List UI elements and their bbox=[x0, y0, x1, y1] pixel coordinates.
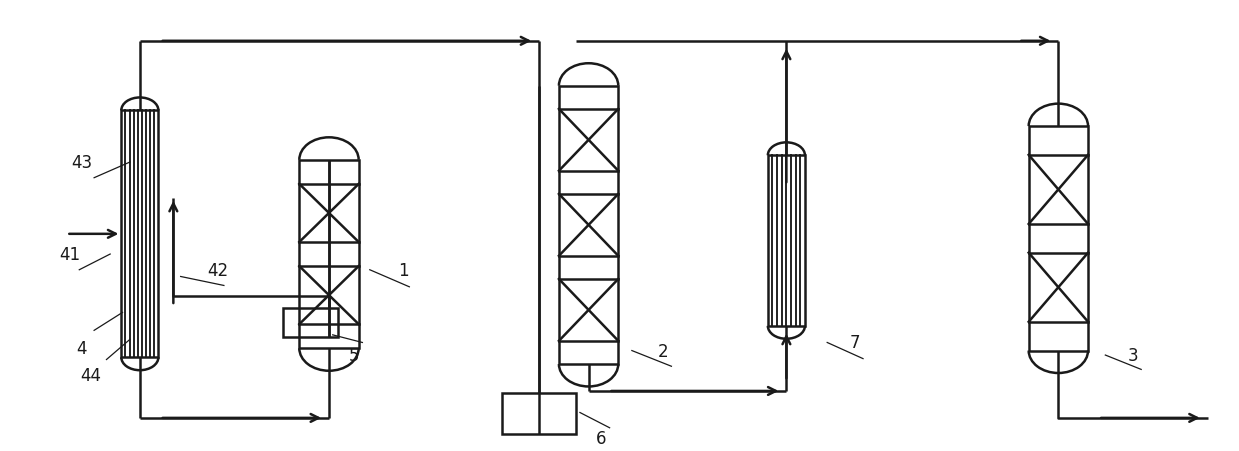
Text: 42: 42 bbox=[207, 261, 228, 279]
Bar bbox=[1028, 127, 1088, 351]
Text: 5: 5 bbox=[348, 346, 359, 364]
Bar bbox=[284, 308, 338, 337]
Bar bbox=[502, 393, 576, 434]
Text: 41: 41 bbox=[58, 245, 81, 263]
Text: 2: 2 bbox=[658, 342, 668, 360]
Text: 43: 43 bbox=[71, 154, 93, 172]
Text: 3: 3 bbox=[1127, 346, 1137, 364]
Bar bbox=[768, 156, 805, 326]
Bar bbox=[121, 111, 159, 358]
Text: 4: 4 bbox=[77, 340, 87, 358]
Bar bbox=[559, 87, 618, 364]
Bar bbox=[300, 161, 358, 349]
Text: 1: 1 bbox=[398, 261, 409, 279]
Text: 44: 44 bbox=[79, 366, 100, 384]
Text: 7: 7 bbox=[849, 333, 860, 351]
Text: 6: 6 bbox=[596, 429, 606, 447]
